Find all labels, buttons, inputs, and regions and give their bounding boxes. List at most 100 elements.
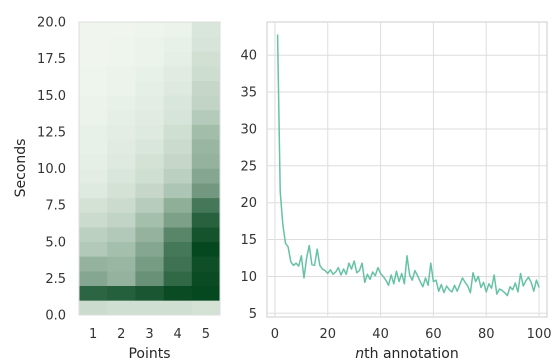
heatmap-cell <box>163 124 193 140</box>
line-x-tick-label: 100 <box>527 327 551 342</box>
heatmap-cell <box>107 95 136 111</box>
line-x-tick-label: 20 <box>319 327 336 342</box>
heatmap-x-tick-label: 3 <box>145 327 153 342</box>
heatmap-cell <box>191 51 221 67</box>
line-x-axis-label-n: n <box>355 346 364 360</box>
heatmap-cell <box>107 241 136 257</box>
heatmap-cell <box>163 168 193 184</box>
heatmap-cell <box>135 300 164 316</box>
heatmap-y-tick-label: 17.5 <box>37 52 66 67</box>
heatmap-x-tick-label: 4 <box>174 327 182 342</box>
heatmap-cell <box>79 139 108 155</box>
heatmap-cell <box>107 168 136 184</box>
heatmap-cell <box>163 183 193 199</box>
heatmap-cell <box>135 212 164 228</box>
heatmap-cell <box>191 80 221 96</box>
heatmap-cell <box>191 168 221 184</box>
heatmap-cell <box>79 183 108 199</box>
heatmap-y-tick-label: 15.0 <box>37 89 66 104</box>
heatmap-cell <box>163 51 193 67</box>
heatmap-cell <box>79 271 108 286</box>
line-chart: 0 20 40 60 80 100 5 10 15 20 25 30 35 40 nth annotat… <box>240 21 551 360</box>
heatmap-cell <box>135 241 164 257</box>
heatmap-x-tick-label: 2 <box>117 327 125 342</box>
heatmap-cell <box>163 95 193 111</box>
heatmap-cell <box>163 197 193 213</box>
heatmap-cell <box>191 139 221 155</box>
heatmap-frame <box>78 21 221 316</box>
heatmap-cell <box>79 22 108 37</box>
line-x-tick-label: 0 <box>271 327 279 342</box>
heatmap-cell <box>79 212 108 228</box>
line-x-axis-label-rest: th annotation <box>364 346 459 360</box>
heatmap-cell <box>135 271 164 286</box>
heatmap-y-tick-label: 20.0 <box>37 16 66 31</box>
heatmap-cell <box>135 197 164 213</box>
heatmap-cell <box>107 183 136 199</box>
heatmap-cell <box>163 212 193 228</box>
heatmap-cell <box>79 153 108 169</box>
heatmap-cell <box>191 65 221 81</box>
heatmap-cell <box>135 65 164 81</box>
heatmap-cell <box>135 124 164 140</box>
heatmap-cell <box>163 36 193 52</box>
heatmap-y-axis-label: Seconds <box>13 139 29 198</box>
heatmap-cell <box>79 285 108 301</box>
heatmap-cell <box>163 80 193 96</box>
heatmap-cell <box>191 271 221 286</box>
line-y-tick-label: 25 <box>240 159 257 174</box>
line-y-ticks: 5 10 15 20 25 30 35 40 <box>240 49 257 322</box>
line-x-tick-label: 80 <box>478 327 495 342</box>
heatmap-cell <box>135 36 164 52</box>
heatmap-cell <box>191 197 221 213</box>
heatmap-cell <box>107 65 136 81</box>
heatmap-cell <box>163 227 193 243</box>
heatmap-y-tick-label: 10.0 <box>37 162 66 177</box>
heatmap-x-tick-label: 1 <box>89 327 97 342</box>
line-y-tick-label: 35 <box>240 86 257 101</box>
heatmap-cell <box>191 212 221 228</box>
heatmap-x-ticks: 1 2 3 4 5 <box>89 327 210 342</box>
line-y-tick-label: 5 <box>249 307 257 322</box>
heatmap-cell <box>163 271 193 286</box>
heatmap-cells <box>79 22 221 316</box>
heatmap-cell <box>79 300 108 316</box>
heatmap-cell <box>163 22 193 37</box>
heatmap-cell <box>191 124 221 140</box>
heatmap-y-tick-label: 12.5 <box>37 125 66 140</box>
heatmap-y-ticks: 0.0 2.5 5.0 7.5 10.0 12.5 15.0 17.5 20.0 <box>37 16 66 324</box>
heatmap-cell <box>79 241 108 257</box>
heatmap-cell <box>135 285 164 301</box>
heatmap-cell <box>107 139 136 155</box>
heatmap-cell <box>107 22 136 37</box>
line-y-tick-label: 15 <box>240 233 257 248</box>
heatmap-cell <box>135 168 164 184</box>
line-series-annotation-time <box>276 34 540 297</box>
heatmap-cell <box>107 212 136 228</box>
line-x-tick-label: 60 <box>425 327 442 342</box>
heatmap-cell <box>79 95 108 111</box>
heatmap-cell <box>79 51 108 67</box>
heatmap-cell <box>191 95 221 111</box>
heatmap-x-tick-label: 5 <box>202 327 210 342</box>
heatmap-cell <box>135 139 164 155</box>
heatmap-cell <box>135 22 164 37</box>
heatmap-cell <box>191 22 221 37</box>
line-x-ticks: 0 20 40 60 80 100 <box>271 327 551 342</box>
heatmap-cell <box>163 153 193 169</box>
heatmap-y-tick-label: 0.0 <box>45 309 66 324</box>
heatmap-cell <box>191 109 221 125</box>
heatmap-cell <box>163 139 193 155</box>
heatmap-cell <box>191 227 221 243</box>
heatmap-y-tick-label: 7.5 <box>45 199 66 214</box>
heatmap-cell <box>135 227 164 243</box>
line-y-tick-label: 40 <box>240 49 257 64</box>
heatmap-cell <box>107 300 136 316</box>
heatmap-cell <box>191 300 221 316</box>
heatmap-cell <box>107 227 136 243</box>
heatmap-cell <box>107 256 136 272</box>
line-y-tick-label: 10 <box>240 270 257 285</box>
heatmap-cell <box>135 256 164 272</box>
heatmap-cell <box>79 227 108 243</box>
